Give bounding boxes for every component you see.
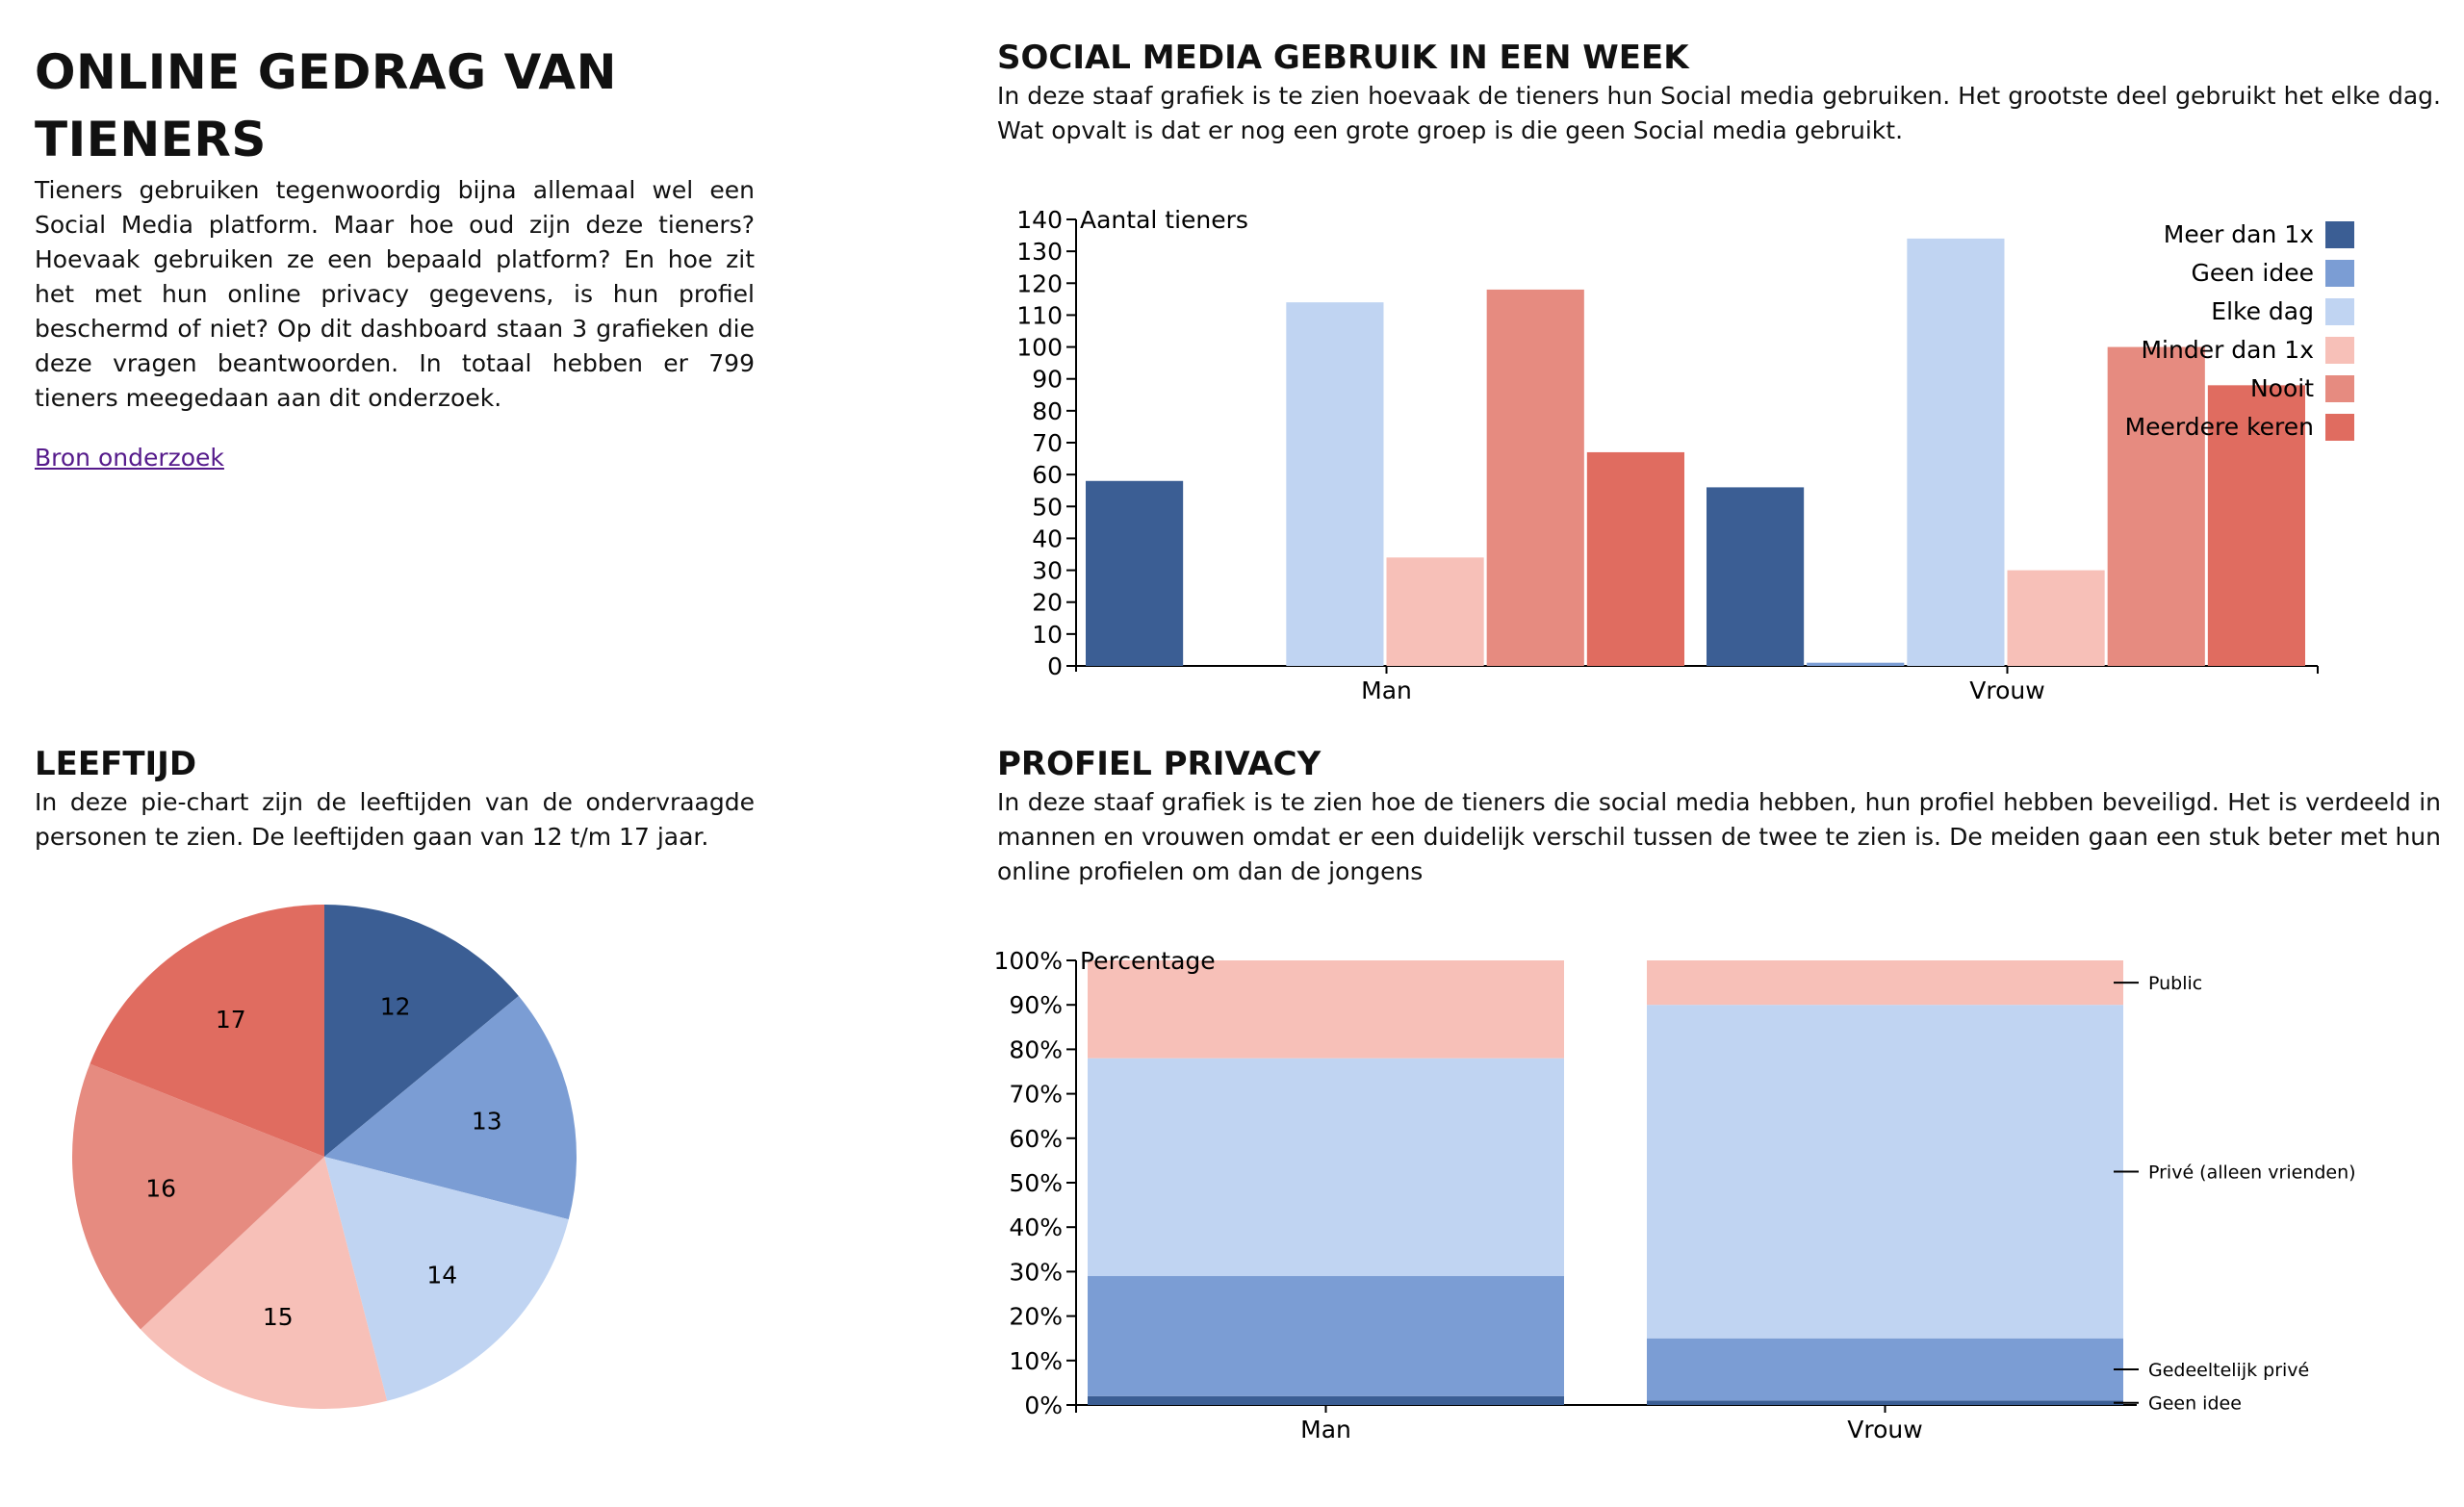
bar bbox=[1586, 451, 1684, 666]
bar bbox=[1086, 480, 1184, 666]
legend-swatch bbox=[2325, 337, 2354, 364]
legend-swatch bbox=[2325, 298, 2354, 325]
y-tick-label: 60 bbox=[1032, 461, 1063, 489]
privacy-text: In deze staaf grafiek is te zien hoe de … bbox=[997, 788, 2441, 885]
source-link[interactable]: Bron onderzoek bbox=[35, 444, 224, 472]
legend-label: Meerdere keren bbox=[2125, 413, 2314, 441]
leeftijd-title: LEEFTIJD bbox=[35, 745, 197, 783]
social-panel: SOCIAL MEDIA GEBRUIK IN EEN WEEK In deze… bbox=[997, 37, 2441, 148]
bar bbox=[1486, 289, 1584, 666]
y-tick-label: 140 bbox=[1016, 206, 1063, 234]
x-tick-label: Vrouw bbox=[1969, 677, 2044, 704]
legend-swatch bbox=[2325, 375, 2354, 402]
y-axis-label: Aantal tieners bbox=[1080, 206, 1248, 234]
x-tick-label: Man bbox=[1361, 677, 1412, 704]
privacy-title: PROFIEL PRIVACY bbox=[997, 745, 1322, 783]
legend-swatch bbox=[2325, 221, 2354, 248]
y-tick-label: 130 bbox=[1016, 238, 1063, 266]
intro-panel: ONLINE GEDRAG VAN TIENERS Tieners gebrui… bbox=[35, 38, 755, 475]
y-tick-label: 80 bbox=[1032, 397, 1063, 425]
bar bbox=[2007, 570, 2105, 666]
y-tick-label: 100 bbox=[1016, 334, 1063, 362]
bar bbox=[1807, 662, 1905, 666]
legend-label: Geen idee bbox=[2191, 259, 2314, 287]
y-tick-label: 110 bbox=[1016, 301, 1063, 329]
legend-label: Elke dag bbox=[2211, 297, 2314, 325]
legend-swatch bbox=[2325, 260, 2354, 287]
leeftijd-panel: LEEFTIJD In deze pie-chart zijn de leeft… bbox=[35, 743, 755, 855]
y-tick-label: 0 bbox=[1047, 652, 1063, 680]
legend-swatch bbox=[2325, 414, 2354, 441]
bar bbox=[2107, 346, 2205, 666]
bar bbox=[1386, 557, 1484, 666]
social-title: SOCIAL MEDIA GEBRUIK IN EEN WEEK bbox=[997, 38, 1689, 77]
legend-label: Nooit bbox=[2250, 374, 2314, 402]
bar bbox=[1907, 238, 2005, 666]
y-tick-label: 40 bbox=[1032, 524, 1063, 552]
privacy-panel: PROFIEL PRIVACY In deze staaf grafiek is… bbox=[997, 743, 2441, 889]
bar bbox=[2207, 385, 2305, 666]
y-tick-label: 90 bbox=[1032, 366, 1063, 394]
intro-text: Tieners gebruiken tegenwoordig bijna all… bbox=[35, 176, 755, 412]
y-tick-label: 20 bbox=[1032, 589, 1063, 617]
legend-label: Meer dan 1x bbox=[2164, 220, 2314, 248]
y-tick-label: 30 bbox=[1032, 557, 1063, 585]
y-tick-label: 120 bbox=[1016, 269, 1063, 297]
y-tick-label: 50 bbox=[1032, 493, 1063, 521]
bar bbox=[1286, 302, 1384, 666]
bar bbox=[1707, 487, 1805, 666]
legend-label: Minder dan 1x bbox=[2141, 336, 2314, 364]
y-tick-label: 10 bbox=[1032, 621, 1063, 649]
leeftijd-text: In deze pie-chart zijn de leeftijden van… bbox=[35, 788, 755, 851]
social-text: In deze staaf grafiek is te zien hoevaak… bbox=[997, 82, 2441, 144]
y-tick-label: 70 bbox=[1032, 429, 1063, 457]
page-title: ONLINE GEDRAG VAN TIENERS bbox=[35, 44, 617, 167]
